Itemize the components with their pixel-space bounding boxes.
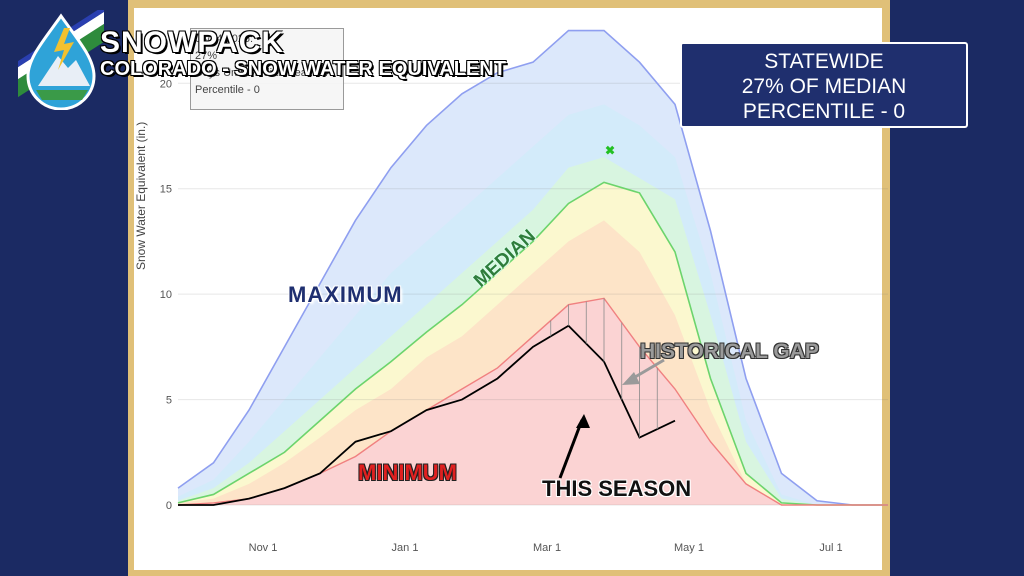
y-tick-label: 0 xyxy=(166,500,172,512)
tooltip-percent: 27% xyxy=(195,50,218,62)
this-season-arrow xyxy=(558,419,584,479)
x-tick-label: Nov 1 xyxy=(249,542,278,554)
y-axis-label: Snow Water Equivalent (in.) xyxy=(134,121,148,270)
percentile-bands xyxy=(178,30,888,505)
gap-arrowhead xyxy=(622,372,640,385)
annotation-arrows xyxy=(558,358,665,479)
x-tick-label: Jan 1 xyxy=(392,542,419,554)
band-minimum xyxy=(178,298,888,505)
hover-tooltip: 04/04/2026: 27% Days Until Median Peak -… xyxy=(190,28,344,110)
brand-title: SNOWPACK xyxy=(100,26,285,59)
peak-marker: ✖ xyxy=(605,144,615,158)
line-median xyxy=(177,181,888,506)
x-tick-label: Jul 1 xyxy=(819,542,842,554)
stats-line-3: PERCENTILE - 0 xyxy=(742,100,906,123)
y-tick-label: 5 xyxy=(166,395,172,407)
line-this-season xyxy=(178,324,676,506)
y-tick-label: 20 xyxy=(160,78,172,90)
brand-subtitle: COLORADO - SNOW WATER EQUIVALENT xyxy=(100,58,506,80)
maximum-label: MAXIMUM xyxy=(288,282,403,307)
statewide-stats-box: STATEWIDE 27% OF MEDIAN PERCENTILE - 0 xyxy=(680,42,968,128)
y-tick-label: 10 xyxy=(160,289,172,301)
stats-line-2: 27% OF MEDIAN xyxy=(741,75,907,98)
axis-ticks: 0 5 10 15 20 Nov 1 Jan 1 Mar 1 May 1 Jul 1 xyxy=(160,78,843,554)
minimum-label: MINIMUM xyxy=(358,460,457,485)
tooltip-days-until-peak: Days Until Median Peak - 4 xyxy=(195,67,329,79)
historical-gap-label: HISTORICAL GAP xyxy=(640,340,819,363)
tooltip-date: 04/04/2026: xyxy=(195,33,254,45)
this-season-label: THIS SEASON xyxy=(542,476,692,501)
tooltip-percentile: Percentile - 0 xyxy=(195,84,260,96)
series-lines: ✖ xyxy=(177,29,888,506)
this-season-arrowhead xyxy=(576,414,590,428)
x-tick-label: May 1 xyxy=(674,542,704,554)
line-maximum xyxy=(177,29,888,506)
x-tick-label: Mar 1 xyxy=(533,542,561,554)
y-tick-label: 15 xyxy=(160,184,172,196)
water-drop-mountain-logo-icon xyxy=(18,10,104,110)
stats-line-1: STATEWIDE xyxy=(764,50,884,73)
